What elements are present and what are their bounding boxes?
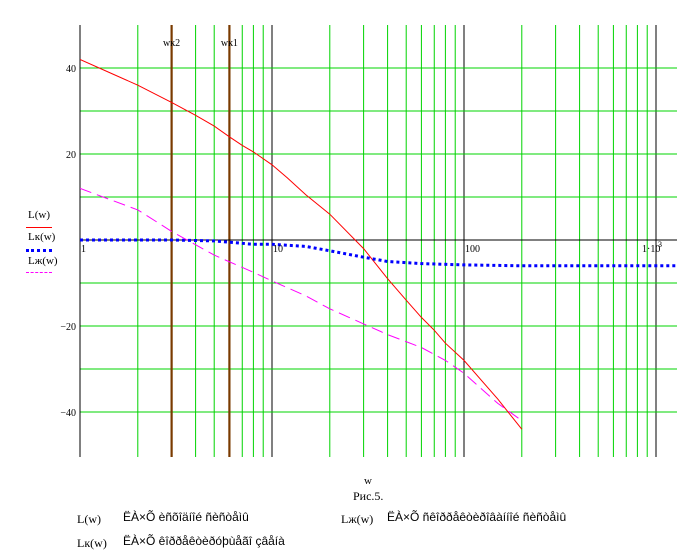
axes <box>79 25 677 457</box>
figure-caption: Рис.5. <box>353 489 384 503</box>
series-lzh <box>80 187 523 422</box>
marker-label-wk1: wк1 <box>221 38 238 49</box>
series-layer <box>80 58 677 430</box>
series-l <box>80 58 523 430</box>
legend-label-lzh: Lж(w) <box>28 255 58 267</box>
y-tick-label: 40 <box>66 64 76 75</box>
tick-labels: wк2 wк1 40 20 −20 −40 1 10 100 1·103 <box>60 38 662 419</box>
desc-text-lzh: ËÀ×Õ ñêîððåêòèðîâàííîé ñèñòåìû <box>387 510 567 524</box>
y-tick-label: −20 <box>60 322 76 333</box>
x-tick-label: 1·10 <box>642 244 660 255</box>
legend-label-lk: Lк(w) <box>28 231 56 243</box>
x-tick-label: 1 <box>81 244 86 255</box>
grid-lines <box>79 25 677 457</box>
legend-swatch-lk <box>26 249 52 252</box>
desc-text-lk: ËÀ×Õ êîððåêòèðóþùåãî çâåíà <box>123 534 285 548</box>
y-tick-label: 20 <box>66 150 76 161</box>
x-tick-label: 100 <box>465 244 480 255</box>
y-tick-label: −40 <box>60 408 76 419</box>
x-axis-label: w <box>364 475 372 487</box>
desc-symbol-lk: Lк(w) <box>77 536 107 550</box>
desc-text-l: ËÀ×Õ èñõîäíîé ñèñòåìû <box>123 510 249 524</box>
x-tick-label: 10 <box>273 244 283 255</box>
legend-swatch-l <box>26 227 52 228</box>
legend-swatch-lzh <box>26 272 52 273</box>
series-lk <box>80 238 677 268</box>
desc-symbol-l: L(w) <box>77 512 101 526</box>
desc-symbol-lzh: Lж(w) <box>341 512 374 526</box>
legend-label-l: L(w) <box>28 209 50 221</box>
marker-label-wk2: wк2 <box>163 38 180 49</box>
x-tick-exponent: 3 <box>658 240 662 249</box>
